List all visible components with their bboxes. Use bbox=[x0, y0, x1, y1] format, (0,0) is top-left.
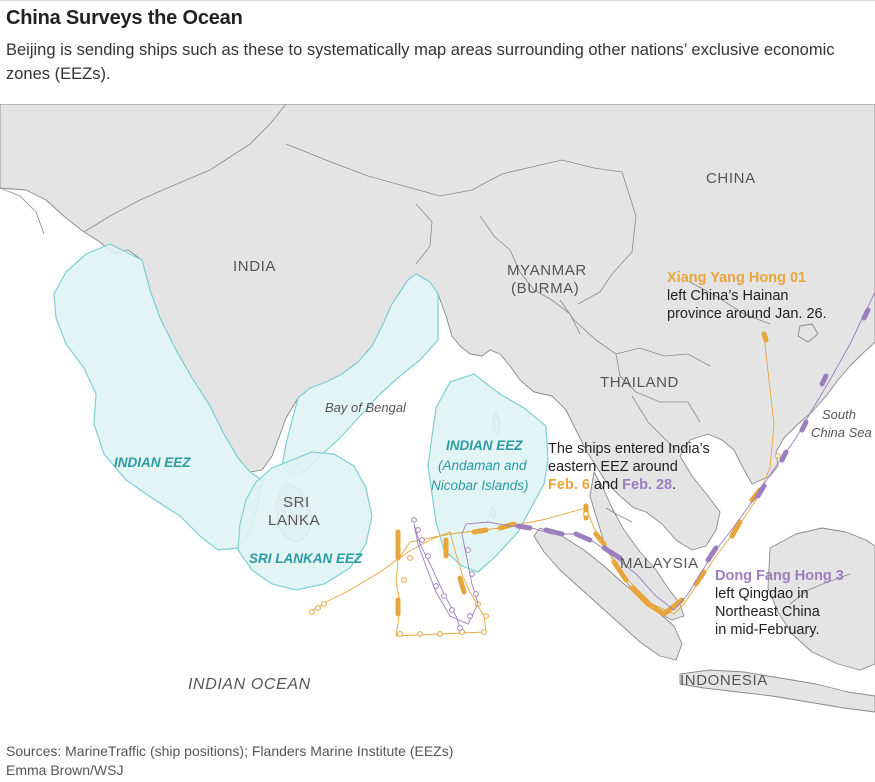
chart-subtitle: Beijing is sending ships such as these t… bbox=[6, 41, 835, 83]
annotation-xiang-yang-hong: Xiang Yang Hong 01 left China’s Hainan p… bbox=[667, 270, 827, 322]
land bbox=[0, 104, 875, 713]
hainan bbox=[797, 323, 819, 343]
label-nicobar: Nicobar Islands) bbox=[431, 478, 529, 493]
label-indian-eez-east: INDIAN EEZ bbox=[446, 438, 523, 453]
dfh-line2: left Qingdao in bbox=[715, 586, 809, 602]
label-indonesia: INDONESIA bbox=[680, 672, 768, 689]
label-indian-eez-west: INDIAN EEZ bbox=[114, 455, 191, 470]
entry-period: . bbox=[672, 477, 676, 493]
chart-title: China Surveys the Ocean bbox=[6, 7, 243, 29]
eez-labels: INDIAN EEZ INDIAN EEZ (Andaman and Nicob… bbox=[114, 438, 529, 566]
dfh-dense-segments bbox=[515, 307, 871, 563]
label-south: South bbox=[822, 407, 856, 422]
map: CHINA INDIA MYANMAR (BURMA) THAILAND MAL… bbox=[0, 104, 875, 732]
dfh-name: Dong Fang Hong 3 bbox=[715, 568, 844, 584]
xyh-name: Xiang Yang Hong 01 bbox=[667, 270, 806, 286]
eez-areas bbox=[53, 243, 549, 591]
label-china-sea: China Sea bbox=[811, 425, 872, 440]
indian-eez-andaman bbox=[427, 373, 549, 573]
credit-note: Emma Brown/WSJ bbox=[6, 762, 124, 778]
sri-lankan-eez bbox=[237, 451, 373, 591]
label-andaman: (Andaman and bbox=[438, 458, 527, 473]
top-rule bbox=[0, 0, 875, 1]
malay-peninsula bbox=[589, 471, 685, 621]
label-indian-ocean: INDIAN OCEAN bbox=[188, 676, 311, 693]
label-sri-lankan-eez: SRI LANKAN EEZ bbox=[249, 551, 363, 566]
xyh-line2: left China’s Hainan bbox=[667, 288, 788, 304]
label-malaysia: MALAYSIA bbox=[620, 555, 699, 572]
label-lanka: LANKA bbox=[268, 512, 320, 529]
annotation-dong-fang-hong: Dong Fang Hong 3 left Qingdao in Northea… bbox=[715, 568, 844, 638]
java bbox=[679, 669, 875, 713]
entry-line2: eastern EEZ around bbox=[548, 459, 678, 475]
entry-line3: Feb. 6 and Feb. 28. bbox=[548, 477, 676, 493]
dfh-points bbox=[411, 517, 479, 631]
label-myanmar: MYANMAR bbox=[507, 262, 587, 279]
entry-date-dfh: Feb. 28 bbox=[622, 477, 672, 493]
dfh-line3: Northeast China bbox=[715, 604, 821, 620]
place-labels: CHINA INDIA MYANMAR (BURMA) THAILAND MAL… bbox=[188, 170, 768, 693]
entry-date-xyh: Feb. 6 bbox=[548, 477, 590, 493]
entry-line1: The ships entered India’s bbox=[548, 441, 710, 457]
sumatra bbox=[533, 527, 683, 661]
annotation-entry: The ships entered India’s eastern EEZ ar… bbox=[548, 441, 710, 493]
label-bay-of-bengal: Bay of Bengal bbox=[325, 400, 407, 415]
label-sri: SRI bbox=[283, 494, 310, 511]
xyh-points bbox=[309, 453, 781, 637]
label-burma: (BURMA) bbox=[511, 280, 579, 297]
borneo bbox=[767, 527, 875, 671]
footer: Sources: MarineTraffic (ship positions);… bbox=[6, 742, 453, 780]
sources-note: Sources: MarineTraffic (ship positions);… bbox=[6, 743, 454, 759]
label-thailand: THAILAND bbox=[600, 374, 679, 391]
sea-labels: Bay of Bengal South China Sea bbox=[325, 400, 872, 440]
label-china: CHINA bbox=[706, 170, 756, 187]
country-borders bbox=[0, 104, 851, 605]
xyh-line3: province around Jan. 26. bbox=[667, 306, 827, 322]
dfh-line4: in mid-February. bbox=[715, 622, 819, 638]
label-india: INDIA bbox=[233, 258, 276, 275]
dong-fang-hong-track bbox=[411, 291, 875, 631]
entry-and: and bbox=[590, 477, 622, 493]
